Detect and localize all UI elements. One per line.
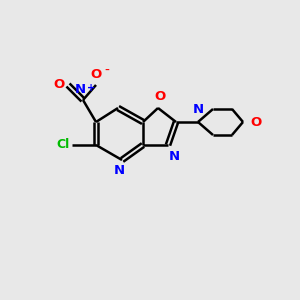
Text: N: N <box>74 83 86 96</box>
Text: O: O <box>250 116 261 128</box>
Text: O: O <box>54 77 65 91</box>
Text: O: O <box>154 90 166 103</box>
Text: N: N <box>192 103 204 116</box>
Text: N: N <box>113 164 124 177</box>
Text: Cl: Cl <box>57 139 70 152</box>
Text: N: N <box>168 150 180 163</box>
Text: O: O <box>90 68 102 81</box>
Text: -: - <box>104 64 109 78</box>
Text: +: + <box>87 83 95 93</box>
